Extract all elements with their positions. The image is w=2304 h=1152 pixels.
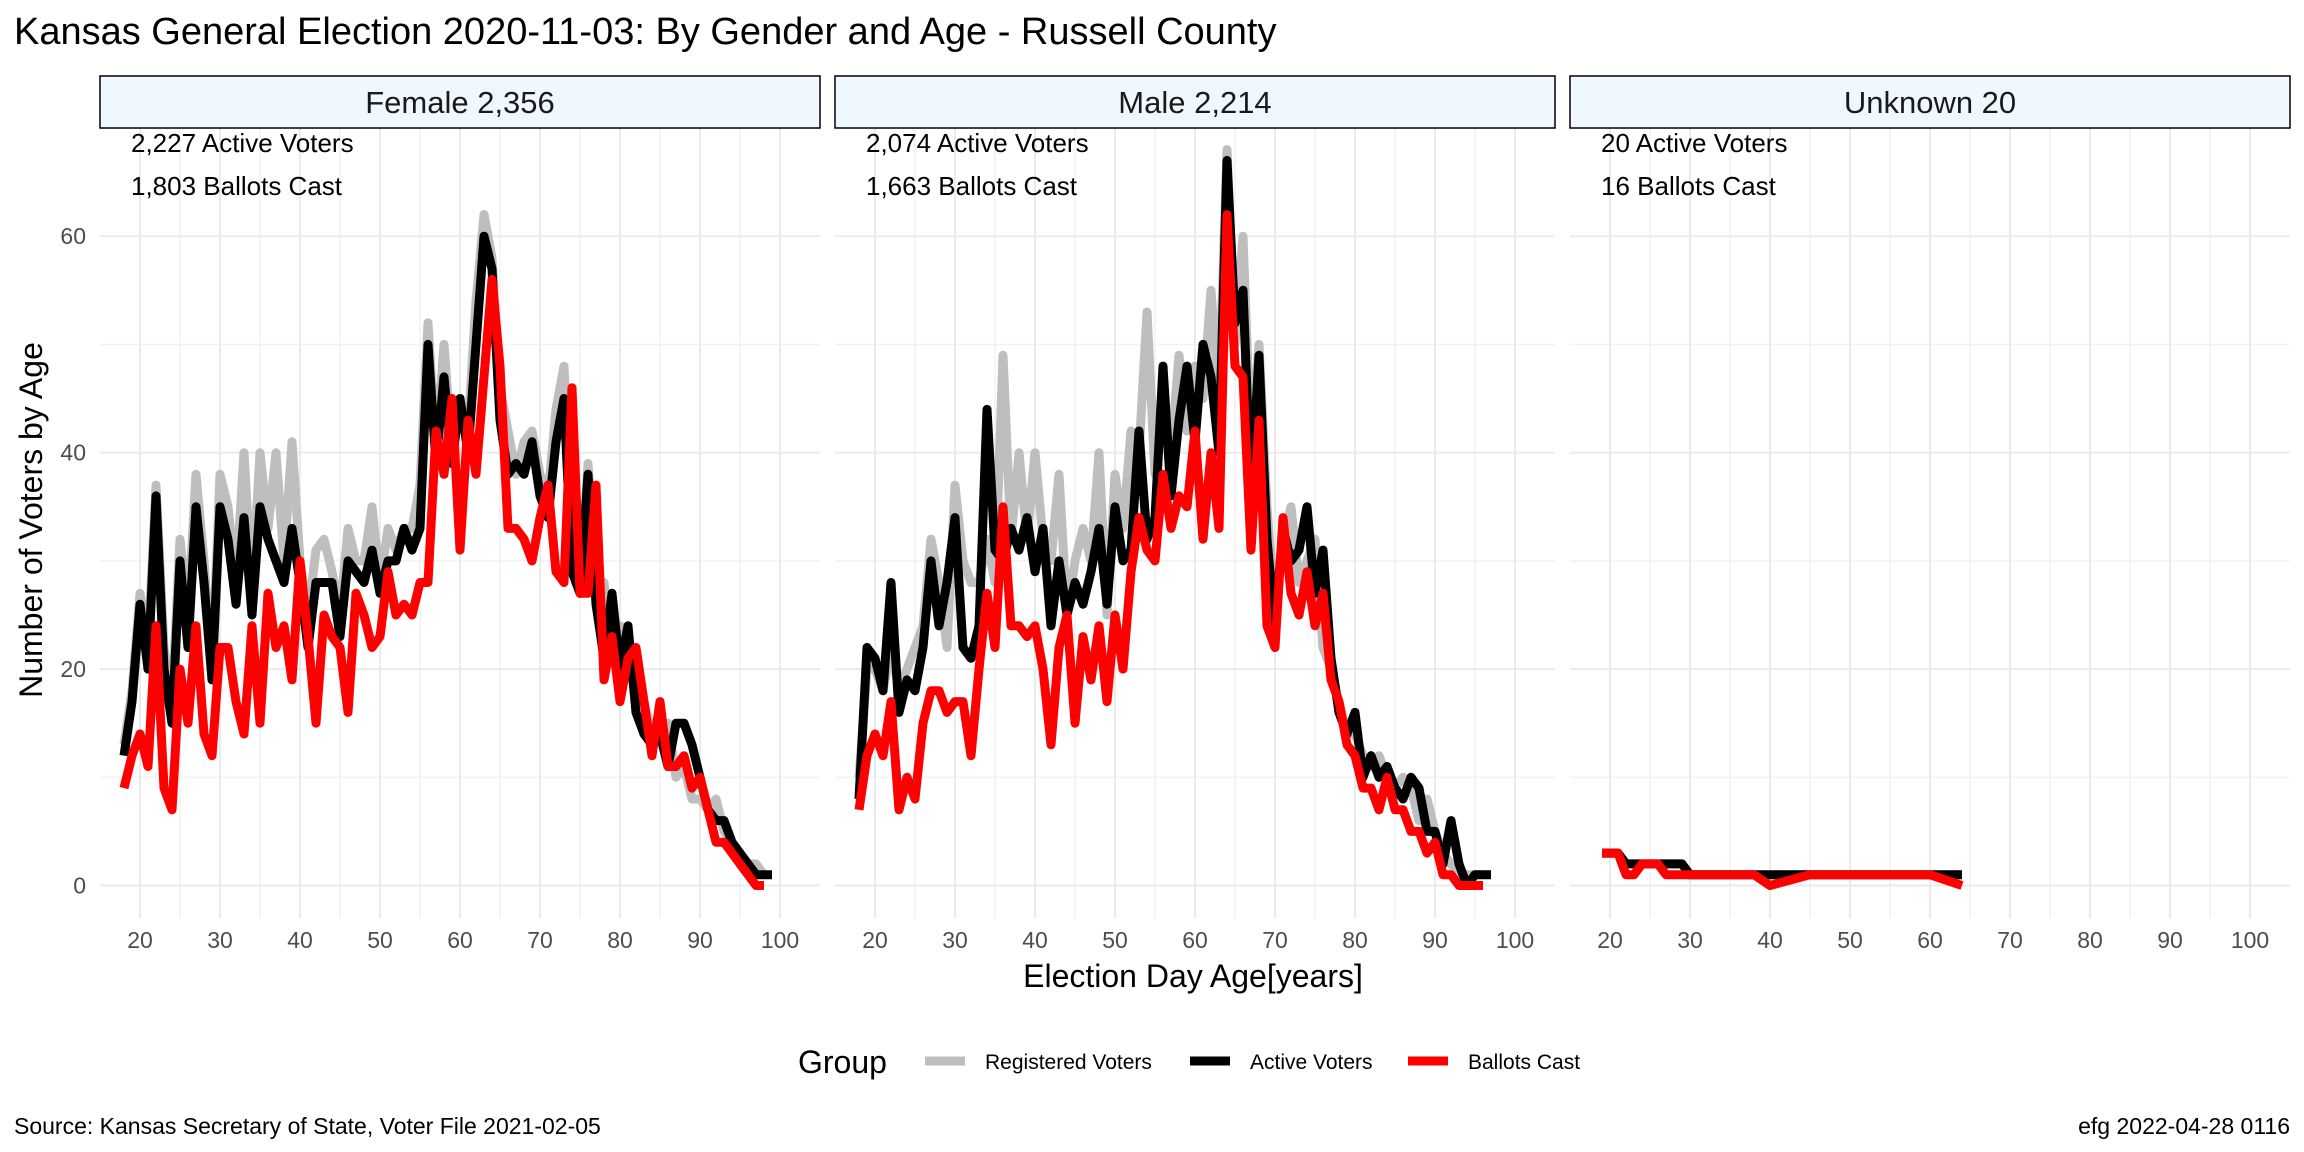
legend-item-label: Ballots Cast <box>1468 1051 1580 1074</box>
x-tick-label: 80 <box>607 927 633 953</box>
series-line-ballots-cast <box>854 210 1483 890</box>
facet-strip-label: Unknown 20 <box>1844 85 2016 120</box>
x-tick-label: 30 <box>207 927 233 953</box>
panel-1: 20 30 40 50 60 70 80 90 100 Male 2,214 2,074 Activ… <box>834 75 1556 953</box>
x-tick-label: 70 <box>1997 927 2023 953</box>
y-tick-label: 0 <box>73 873 86 899</box>
facet-strip <box>1569 75 2291 129</box>
x-tick-label: 90 <box>1422 927 1448 953</box>
facet-strip-label: Male 2,214 <box>1118 85 1271 120</box>
x-tick-label: 30 <box>1677 927 1703 953</box>
x-tick-label: 90 <box>687 927 713 953</box>
y-axis-label: Number of Voters by Age <box>13 342 49 698</box>
legend-item-label: Active Voters <box>1250 1051 1373 1074</box>
x-tick-label: 80 <box>1342 927 1368 953</box>
facet-strip <box>99 75 821 129</box>
panel-annotation: 2,227 Active Voters <box>131 128 354 158</box>
x-tick-label: 70 <box>1262 927 1288 953</box>
panel-annotation: 1,803 Ballots Cast <box>131 171 343 201</box>
x-tick-label: 20 <box>862 927 888 953</box>
y-tick-label: 20 <box>60 656 86 682</box>
x-tick-label: 50 <box>367 927 393 953</box>
y-tick-label: 40 <box>60 440 86 466</box>
panel-annotation: 16 Ballots Cast <box>1601 171 1777 201</box>
facet-strip-label: Female 2,356 <box>365 85 555 120</box>
x-tick-label: 40 <box>1757 927 1783 953</box>
x-tick-label: 100 <box>2231 927 2269 953</box>
panel-0: 20 30 40 50 60 70 80 90 100 Female 2,356 2,227 Act… <box>99 75 821 953</box>
x-tick-label: 50 <box>1837 927 1863 953</box>
y-tick-label: 60 <box>60 223 86 249</box>
chart-title: Kansas General Election 2020-11-03: By G… <box>14 11 1276 53</box>
panel-annotation: 1,663 Ballots Cast <box>866 171 1078 201</box>
x-tick-label: 60 <box>1917 927 1943 953</box>
x-tick-label: 100 <box>1496 927 1534 953</box>
x-tick-label: 20 <box>1597 927 1623 953</box>
x-tick-label: 40 <box>287 927 313 953</box>
legend-item-label: Registered Voters <box>985 1051 1152 1074</box>
series-line-ballots-cast <box>119 275 764 890</box>
x-tick-label: 40 <box>1022 927 1048 953</box>
x-tick-label: 100 <box>761 927 799 953</box>
x-tick-label: 80 <box>2077 927 2103 953</box>
panel-annotation: 2,074 Active Voters <box>866 128 1089 158</box>
x-tick-label: 20 <box>127 927 153 953</box>
x-axis-label: Election Day Age[years] <box>1023 958 1363 994</box>
panels-group: 20 30 40 50 60 70 80 90 100 Female 2,356 2,227 Act… <box>60 75 2291 953</box>
x-tick-label: 60 <box>447 927 473 953</box>
facet-strip <box>834 75 1556 129</box>
panel-2: 20 30 40 50 60 70 80 90 100 Unknown 20 20 Active V… <box>1569 75 2291 953</box>
series-line-active-voters <box>854 156 1491 890</box>
timestamp-note: efg 2022-04-28 0116 <box>2078 1113 2290 1139</box>
legend: Group Registered Voters Active Voters Ball… <box>798 1044 1580 1080</box>
x-tick-label: 90 <box>2157 927 2183 953</box>
x-tick-label: 30 <box>942 927 968 953</box>
panel-annotation: 20 Active Voters <box>1601 128 1787 158</box>
legend-title: Group <box>798 1044 887 1080</box>
x-tick-label: 50 <box>1102 927 1128 953</box>
series-line-ballots-cast <box>1602 848 1964 890</box>
x-tick-label: 70 <box>527 927 553 953</box>
x-tick-label: 60 <box>1182 927 1208 953</box>
source-note: Source: Kansas Secretary of State, Voter… <box>14 1113 601 1139</box>
